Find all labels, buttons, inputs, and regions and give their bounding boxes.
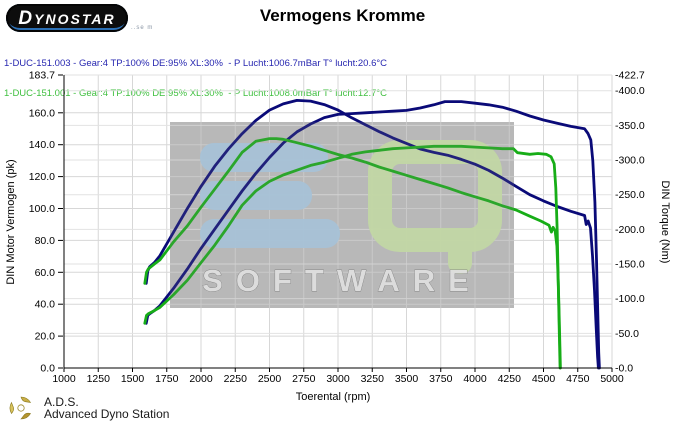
page-title: Vermogens Kromme — [259, 6, 426, 25]
x-tick-label-4500: 4500 — [532, 373, 556, 385]
x-axis-title: Toerental (rpm) — [296, 391, 371, 403]
watermark-e-bar — [200, 219, 340, 248]
y-right-tick-label--150.0: -150.0 — [615, 259, 645, 271]
x-tick-label-4750: 4750 — [566, 373, 590, 385]
y-left-tick-label-80.0: 80.0 — [35, 235, 56, 247]
ads-logo-icon — [9, 396, 32, 420]
y-left-tick-label-0.0: 0.0 — [40, 363, 55, 375]
legend-run-1: 1-DUC-151.001 - Gear:4 TP:100% DE:95% XL… — [4, 88, 388, 99]
x-tick-label-2000: 2000 — [189, 373, 213, 385]
y-right-tick-label--50.0: -50.0 — [615, 328, 639, 340]
y-right-tick-label--422.7: -422.7 — [615, 70, 645, 82]
y-right-tick-label--200.0: -200.0 — [615, 224, 645, 236]
dynostar-logo: DYNOSTAR — [6, 4, 128, 32]
y-left-tick-label-120.0: 120.0 — [29, 171, 55, 183]
y-left-tick-label-60.0: 60.0 — [35, 267, 56, 279]
x-tick-label-3750: 3750 — [429, 373, 453, 385]
x-tick-label-1000: 1000 — [52, 373, 76, 385]
x-tick-label-2750: 2750 — [292, 373, 316, 385]
y-right-tick-label--0.0: -0.0 — [615, 363, 633, 375]
x-tick-label-3500: 3500 — [395, 373, 419, 385]
footer: A.D.S. Advanced Dyno Station — [8, 395, 169, 421]
x-tick-label-2250: 2250 — [224, 373, 248, 385]
legend-run-0: 1-DUC-151.003 - Gear:4 TP:100% DE:95% XL… — [4, 58, 388, 69]
curve-torque-001 — [143, 137, 562, 370]
ads-name: Advanced Dyno Station — [44, 406, 170, 421]
y-left-tick-label-20.0: 20.0 — [35, 331, 56, 343]
y-left-tick-label-40.0: 40.0 — [35, 299, 56, 311]
x-tick-label-5000: 5000 — [600, 373, 624, 385]
curve-power-003 — [144, 100, 601, 370]
curve-power-001 — [143, 144, 562, 370]
x-tick-label-1500: 1500 — [121, 373, 145, 385]
watermark-e-bar — [200, 181, 312, 210]
x-tick-label-3000: 3000 — [326, 373, 350, 385]
x-tick-label-2500: 2500 — [258, 373, 282, 385]
y-right-tick-label--100.0: -100.0 — [615, 293, 645, 305]
y-right-tick-label--300.0: -300.0 — [615, 155, 645, 167]
dynostar-logo-subtext: ..se m — [131, 25, 154, 31]
y-left-tick-label-140.0: 140.0 — [29, 139, 55, 151]
y-right-tick-label--400.0: -400.0 — [615, 85, 645, 97]
x-tick-label-3250: 3250 — [361, 373, 385, 385]
x-tick-label-1250: 1250 — [87, 373, 111, 385]
watermark-veil — [170, 122, 514, 308]
y-right-tick-label--350.0: -350.0 — [615, 120, 645, 132]
x-tick-label-1750: 1750 — [155, 373, 179, 385]
y-left-tick-label-100.0: 100.0 — [29, 203, 55, 215]
y-left-tick-label-160.0: 160.0 — [29, 107, 55, 119]
run-legend: 1-DUC-151.003 - Gear:4 TP:100% DE:95% XL… — [4, 39, 387, 119]
watermark-software: SOFTWARE — [202, 263, 482, 298]
watermark-q-tail — [448, 236, 472, 274]
curve-torque-003 — [144, 99, 600, 370]
y-right-tick-label--250.0: -250.0 — [615, 189, 645, 201]
ads-abbr: A.D.S. — [44, 394, 79, 409]
y-left-tick-label-183.7: 183.7 — [29, 70, 55, 82]
y-axis-title-left: DIN Motor Vermogen (pk) — [5, 159, 17, 284]
dynostar-logo-text: DYNOSTAR — [18, 7, 116, 29]
x-tick-label-4250: 4250 — [498, 373, 522, 385]
y-axis-title-right: DIN Torque (Nm) — [659, 181, 671, 264]
watermark-letter-e — [200, 143, 340, 248]
x-tick-label-4000: 4000 — [463, 373, 487, 385]
